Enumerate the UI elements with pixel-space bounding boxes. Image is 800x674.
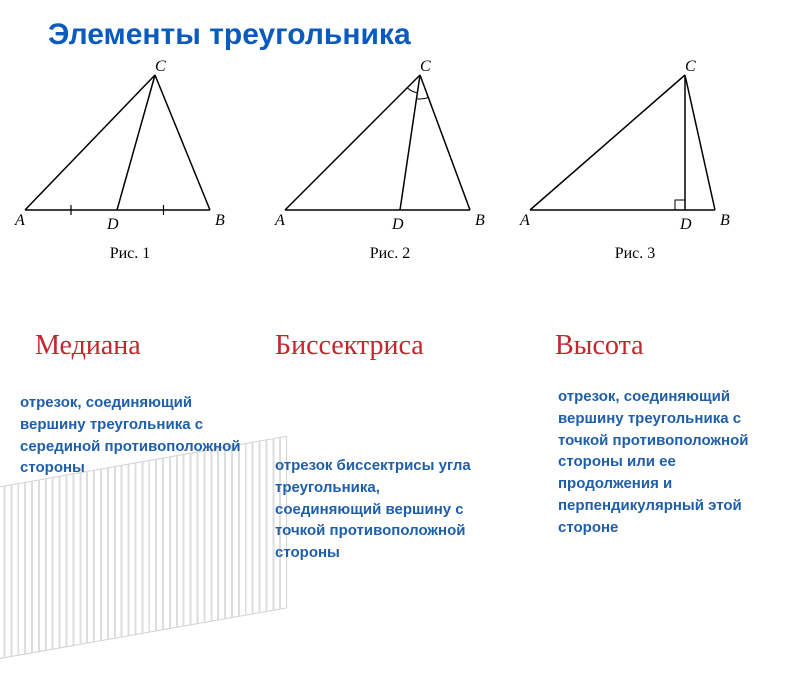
definition-altitude: отрезок, соединяющий вершину треугольник… xyxy=(558,386,773,538)
vertex-label-C: C xyxy=(685,58,696,76)
term-median: Медиана xyxy=(35,330,141,362)
vertex-label-B: B xyxy=(720,212,730,230)
definition-median: отрезок, соединяющий вершину треугольник… xyxy=(20,392,260,479)
vertex-label-D: D xyxy=(680,216,692,234)
vertex-label-A: A xyxy=(275,212,285,230)
diagram-bisector: A B C D Рис. 2 xyxy=(275,60,505,270)
diagram-caption: Рис. 1 xyxy=(15,245,245,263)
vertex-label-A: A xyxy=(15,212,25,230)
diagrams-row: A B C D Рис. 1 A B C D Рис. 2 A B C D Рис. 3 xyxy=(0,60,800,280)
diagram-caption: Рис. 3 xyxy=(520,245,750,263)
diagram-median: A B C D Рис. 1 xyxy=(15,60,245,270)
vertex-label-A: A xyxy=(520,212,530,230)
definition-bisector: отрезок биссектрисы угла треугольника, с… xyxy=(275,455,490,564)
vertex-label-C: C xyxy=(155,58,166,76)
vertex-label-B: B xyxy=(475,212,485,230)
diagram-caption: Рис. 2 xyxy=(275,245,505,263)
vertex-label-D: D xyxy=(392,216,404,234)
page-title: Элементы треугольника xyxy=(48,18,411,52)
diagram-altitude: A B C D Рис. 3 xyxy=(520,60,750,270)
vertex-label-B: B xyxy=(215,212,225,230)
vertex-label-D: D xyxy=(107,216,119,234)
term-bisector: Биссектриса xyxy=(275,330,424,362)
term-altitude: Высота xyxy=(555,330,644,362)
vertex-label-C: C xyxy=(420,58,431,76)
